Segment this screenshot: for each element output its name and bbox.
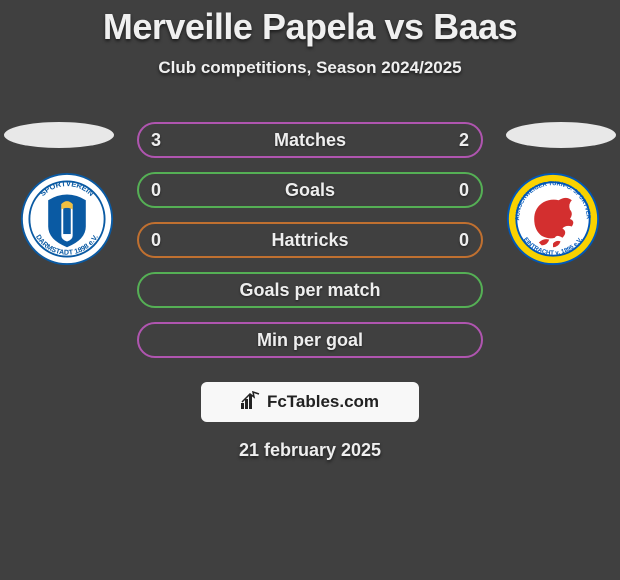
stat-value-left: 3 [151, 130, 161, 151]
infographic-frame: Merveille Papela vs Baas Club competitio… [0, 0, 620, 580]
stat-label: Min per goal [257, 330, 363, 351]
darmstadt-badge-icon: SPORTVEREIN DARMSTADT 1898 e.V. [20, 172, 114, 266]
team-badge-right: BRAUNSCHWEIGER TURN-U. SPORTVEREIN EINTR… [506, 172, 600, 266]
date-text: 21 february 2025 [0, 440, 620, 461]
team-badge-left: SPORTVEREIN DARMSTADT 1898 e.V. [20, 172, 114, 266]
stat-bar-goals: 0 Goals 0 [137, 172, 483, 208]
stat-bars: 3 Matches 2 0 Goals 0 0 Hattricks 0 Goal… [137, 122, 483, 358]
brand-text: FcTables.com [267, 392, 379, 412]
stat-bar-mpg: Min per goal [137, 322, 483, 358]
stat-label: Goals per match [239, 280, 380, 301]
stat-label: Goals [285, 180, 335, 201]
stat-label: Hattricks [271, 230, 348, 251]
player-marker-left [4, 122, 114, 148]
stat-value-left: 0 [151, 180, 161, 201]
stat-label: Matches [274, 130, 346, 151]
page-title: Merveille Papela vs Baas [0, 0, 620, 48]
chart-icon [241, 391, 263, 414]
player-marker-right [506, 122, 616, 148]
subtitle: Club competitions, Season 2024/2025 [0, 58, 620, 78]
brand-box: FcTables.com [201, 382, 419, 422]
stat-bar-matches: 3 Matches 2 [137, 122, 483, 158]
stat-bar-gpm: Goals per match [137, 272, 483, 308]
content-area: SPORTVEREIN DARMSTADT 1898 e.V. BRAUNSCH… [0, 122, 620, 461]
stat-bar-hattricks: 0 Hattricks 0 [137, 222, 483, 258]
stat-value-right: 0 [459, 230, 469, 251]
braunschweig-badge-icon: BRAUNSCHWEIGER TURN-U. SPORTVEREIN EINTR… [506, 172, 600, 266]
stat-value-left: 0 [151, 230, 161, 251]
stat-value-right: 2 [459, 130, 469, 151]
stat-value-right: 0 [459, 180, 469, 201]
